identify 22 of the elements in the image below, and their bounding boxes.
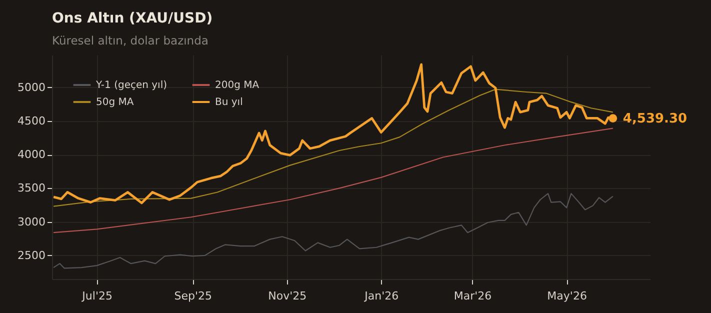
line-series (52, 128, 614, 234)
legend-label: 200g MA (215, 80, 260, 91)
annotation: 4,539.30 (622, 111, 688, 126)
legend-label: Y-1 (geçen yıl) (95, 80, 168, 91)
chart-subtitle: Küresel altın, dolar bazında (52, 34, 208, 48)
x-tick-label: Jul'25 (81, 290, 112, 302)
line-series (52, 193, 614, 269)
x-tick-label: Nov'25 (268, 290, 307, 302)
legend-label: Bu yıl (215, 97, 243, 108)
x-tick-label: Sep'25 (174, 290, 212, 302)
y-tick-label: 3500 (18, 182, 46, 195)
legend-label: 50g MA (96, 97, 134, 108)
line-series (52, 88, 614, 207)
x-tick-label: Mar'26 (454, 290, 492, 302)
y-tick-label: 2500 (18, 248, 46, 262)
x-tick-label: Jan'26 (364, 290, 399, 302)
y-tick-label: 3000 (18, 215, 46, 228)
y-tick-label: 4500 (18, 114, 46, 128)
x-tick-label: May'26 (547, 290, 587, 302)
chart-title: Ons Altın (XAU/USD) (52, 10, 213, 26)
y-tick-label: 5000 (18, 80, 46, 94)
y-tick-label: 4000 (18, 148, 46, 162)
